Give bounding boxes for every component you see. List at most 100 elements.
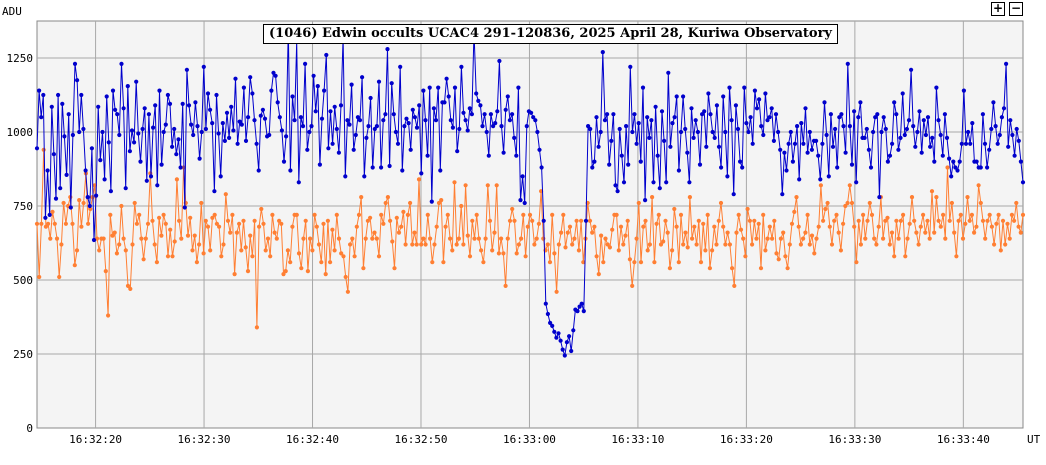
- data-point: [83, 168, 88, 173]
- data-point: [576, 248, 582, 253]
- data-point: [125, 84, 130, 89]
- data-point: [700, 112, 705, 117]
- data-point: [826, 174, 831, 179]
- data-point: [385, 195, 390, 200]
- x-tick-label: 16:33:20: [720, 433, 773, 446]
- data-point: [803, 230, 808, 235]
- data-point: [216, 131, 221, 136]
- data-point: [689, 106, 694, 111]
- data-point: [457, 126, 462, 132]
- data-point: [374, 124, 379, 129]
- data-point: [627, 257, 633, 262]
- data-point: [518, 198, 523, 203]
- y-tick-label: 1000: [7, 126, 34, 139]
- data-point: [199, 129, 204, 135]
- data-point: [618, 224, 624, 229]
- data-point: [524, 124, 529, 129]
- data-point: [596, 272, 601, 277]
- data-point: [130, 242, 135, 247]
- data-point: [338, 103, 344, 108]
- data-point: [915, 129, 920, 135]
- data-point: [707, 266, 713, 271]
- data-point: [58, 186, 63, 191]
- data-point: [177, 218, 182, 223]
- data-point: [201, 64, 206, 69]
- data-point: [474, 91, 479, 96]
- data-point: [887, 153, 893, 158]
- data-point: [193, 100, 198, 105]
- data-point: [947, 218, 952, 223]
- data-point: [586, 124, 591, 129]
- data-point: [672, 115, 677, 120]
- data-point: [1000, 218, 1006, 223]
- data-point: [39, 221, 44, 226]
- data-point: [436, 85, 441, 90]
- data-point: [355, 115, 360, 120]
- data-point: [727, 242, 733, 247]
- data-point: [705, 212, 710, 217]
- data-point: [495, 109, 500, 114]
- data-point: [685, 245, 690, 250]
- data-point: [389, 81, 394, 86]
- data-point: [311, 73, 316, 78]
- data-point: [165, 92, 170, 98]
- chart-title: (1046) Edwin occults UCAC4 291-120836, 2…: [263, 24, 838, 44]
- data-point: [565, 230, 570, 235]
- data-point: [661, 239, 666, 244]
- zoom-in-button[interactable]: +: [991, 1, 1005, 16]
- data-point: [653, 104, 658, 109]
- data-point: [376, 254, 382, 259]
- data-point: [231, 128, 236, 133]
- data-point: [199, 200, 204, 206]
- data-point: [1020, 180, 1026, 185]
- data-point: [581, 309, 586, 314]
- data-point: [818, 177, 823, 182]
- data-point: [980, 112, 986, 117]
- data-point: [955, 168, 960, 173]
- data-point: [1014, 126, 1019, 132]
- data-point: [730, 266, 735, 271]
- data-point: [592, 224, 597, 229]
- data-point: [219, 254, 224, 259]
- data-point: [849, 200, 855, 206]
- data-point: [903, 254, 908, 259]
- y-tick-label: 250: [13, 348, 33, 361]
- data-point: [1004, 61, 1009, 66]
- data-point: [431, 106, 436, 111]
- data-point: [1014, 200, 1019, 206]
- data-point: [396, 230, 402, 235]
- data-point: [725, 174, 730, 179]
- data-point: [514, 251, 519, 256]
- data-point: [271, 70, 276, 75]
- data-point: [638, 159, 643, 164]
- zoom-out-button[interactable]: −: [1009, 1, 1023, 16]
- data-point: [268, 254, 273, 259]
- data-point: [769, 106, 774, 111]
- data-point: [259, 206, 264, 212]
- data-point: [564, 340, 570, 345]
- data-point: [898, 135, 903, 140]
- data-point: [281, 272, 286, 277]
- data-point: [265, 236, 271, 241]
- data-point: [601, 260, 606, 265]
- data-point: [676, 260, 681, 265]
- data-point: [470, 218, 475, 223]
- data-point: [405, 212, 410, 217]
- data-point: [224, 110, 230, 115]
- data-point: [443, 224, 448, 229]
- data-point: [252, 218, 257, 223]
- data-point: [830, 144, 836, 149]
- data-point: [343, 174, 348, 179]
- data-point: [738, 227, 744, 232]
- data-point: [579, 301, 584, 306]
- data-point: [747, 218, 753, 223]
- data-point: [527, 212, 533, 217]
- data-point: [108, 212, 113, 217]
- data-point: [43, 224, 49, 229]
- data-point: [296, 251, 302, 256]
- data-point: [469, 112, 474, 117]
- data-point: [425, 212, 430, 217]
- data-point: [911, 124, 916, 129]
- data-point: [379, 165, 384, 170]
